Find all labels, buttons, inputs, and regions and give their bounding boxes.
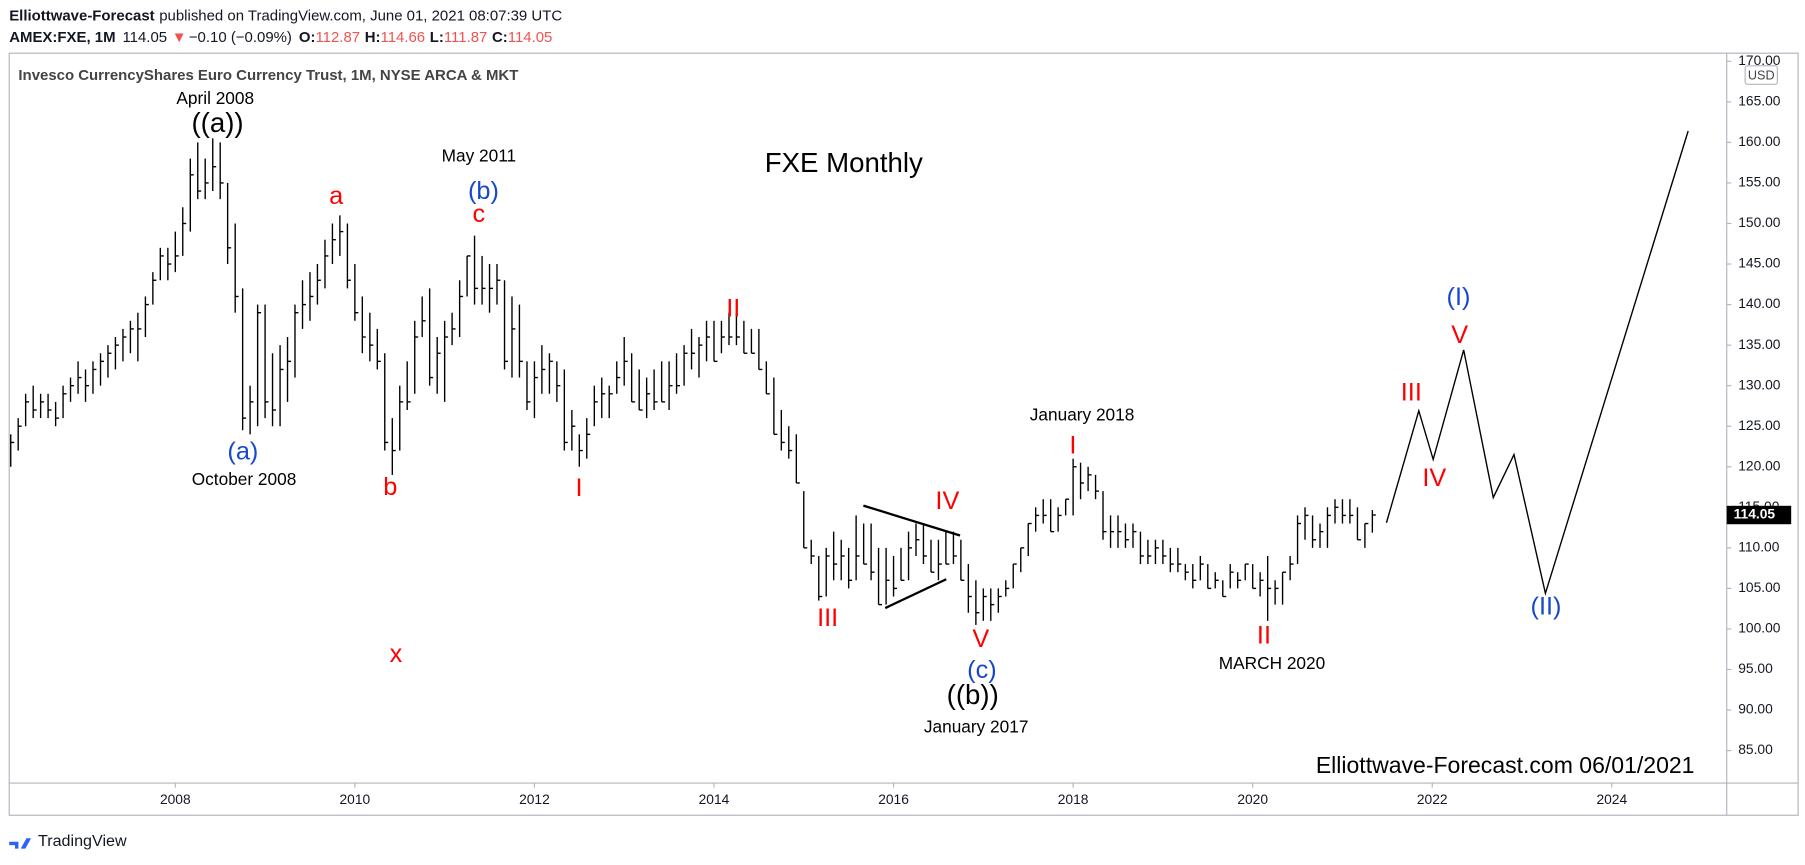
wave-label: V xyxy=(972,625,989,653)
wave-label: b xyxy=(383,473,397,501)
tradingview-logo: TradingView xyxy=(9,832,127,850)
wave-label: I xyxy=(1069,432,1076,460)
published: published on TradingView.com, June 01, 2… xyxy=(159,7,562,24)
wave-label: (c) xyxy=(967,656,997,684)
y-tick-label: 105.00 xyxy=(1738,579,1781,595)
x-tick-label: 2022 xyxy=(1417,791,1448,807)
signature: Elliottwave-Forecast.com 06/01/2021 xyxy=(1316,752,1695,778)
y-tick-label: 160.00 xyxy=(1738,133,1781,149)
wave-label: April 2008 xyxy=(176,88,254,108)
high: 114.66 xyxy=(380,29,425,46)
brand: TradingView xyxy=(38,832,127,850)
wave-label: c xyxy=(473,200,486,228)
projection-line xyxy=(1385,130,1689,596)
y-tick-label: 90.00 xyxy=(1738,701,1773,717)
y-tick-label: 165.00 xyxy=(1738,92,1781,108)
close: 114.05 xyxy=(508,29,553,46)
wave-label: (I) xyxy=(1447,283,1471,311)
currency-box xyxy=(1744,65,1778,85)
x-tick-label: 2018 xyxy=(1058,791,1089,807)
x-tick-label: 2010 xyxy=(340,791,371,807)
wave-label: IV xyxy=(935,487,959,515)
y-tick-label: 150.00 xyxy=(1738,214,1781,230)
low: 111.87 xyxy=(444,29,488,46)
logo-icon xyxy=(9,838,32,849)
wave-label: ((b)) xyxy=(947,679,999,710)
y-tick-label: 120.00 xyxy=(1738,457,1781,473)
open: 112.87 xyxy=(315,29,360,46)
wave-label: II xyxy=(726,295,740,323)
currency: USD xyxy=(1748,69,1775,83)
x-tick-label: 2012 xyxy=(519,791,550,807)
y-tick-label: 85.00 xyxy=(1738,741,1773,757)
quote-line: AMEX:FXE, 1M 114.05 ▼ −0.10 (−0.09%) O:112.8… xyxy=(9,29,552,46)
wave-label: IV xyxy=(1422,464,1446,492)
y-tick-label: 95.00 xyxy=(1738,660,1773,676)
low-label: L: xyxy=(430,29,444,46)
wave-label: (a) xyxy=(227,437,258,465)
y-tick-label: 110.00 xyxy=(1738,538,1780,554)
wave-label: ((a)) xyxy=(191,107,243,138)
bars xyxy=(10,138,1376,625)
y-tick-label: 140.00 xyxy=(1738,295,1781,311)
last-price-label: 114.05 xyxy=(1734,506,1776,522)
publisher: Elliottwave-Forecast xyxy=(9,7,154,24)
x-tick-label: 2024 xyxy=(1596,791,1627,807)
last: 114.05 xyxy=(122,29,167,46)
high-label: H: xyxy=(365,29,381,46)
close-label: C: xyxy=(492,29,508,46)
y-tick-label: 100.00 xyxy=(1738,620,1781,636)
wave-label: MARCH 2020 xyxy=(1219,653,1325,673)
triangle-lower-line xyxy=(884,578,947,610)
open-label: O: xyxy=(299,29,316,46)
y-tick-label: 135.00 xyxy=(1738,336,1781,352)
wave-label: x xyxy=(390,640,403,668)
wave-label: January 2017 xyxy=(924,716,1029,736)
wave-label: (II) xyxy=(1531,593,1562,621)
y-tick-label: 125.00 xyxy=(1738,417,1781,433)
chart-frame xyxy=(8,52,1799,816)
triangle-upper-line xyxy=(863,504,961,537)
x-tick-label: 2016 xyxy=(878,791,909,807)
x-tick-label: 2008 xyxy=(160,791,191,807)
wave-label: May 2011 xyxy=(442,145,516,165)
wave-label: January 2018 xyxy=(1030,404,1135,424)
last-price-box xyxy=(1726,505,1792,525)
legend-title: Invesco CurrencyShares Euro Currency Tru… xyxy=(18,67,518,84)
x-tick-label: 2014 xyxy=(699,791,730,807)
wave-label: I xyxy=(576,474,583,502)
wave-label: III xyxy=(1401,379,1422,407)
publish-line: Elliottwave-Forecast published on Trading… xyxy=(9,7,562,24)
wave-label: a xyxy=(329,182,344,210)
y-tick-label: 130.00 xyxy=(1738,376,1781,392)
change: −0.10 (−0.09%) xyxy=(189,29,292,46)
wave-label: II xyxy=(1257,622,1271,650)
y-tick-label: 155.00 xyxy=(1738,174,1781,190)
watermark: FXE Monthly xyxy=(765,147,923,178)
wave-label: October 2008 xyxy=(192,469,297,489)
change-arrow: ▼ xyxy=(172,29,187,46)
x-tick-label: 2020 xyxy=(1237,791,1268,807)
symbol: AMEX:FXE, 1M xyxy=(9,29,115,46)
wave-label: (b) xyxy=(468,177,499,205)
y-tick-label: 170.00 xyxy=(1738,52,1781,68)
wave-label: III xyxy=(817,604,838,632)
wave-label: V xyxy=(1451,321,1468,349)
y-tick-label: 145.00 xyxy=(1738,255,1781,271)
